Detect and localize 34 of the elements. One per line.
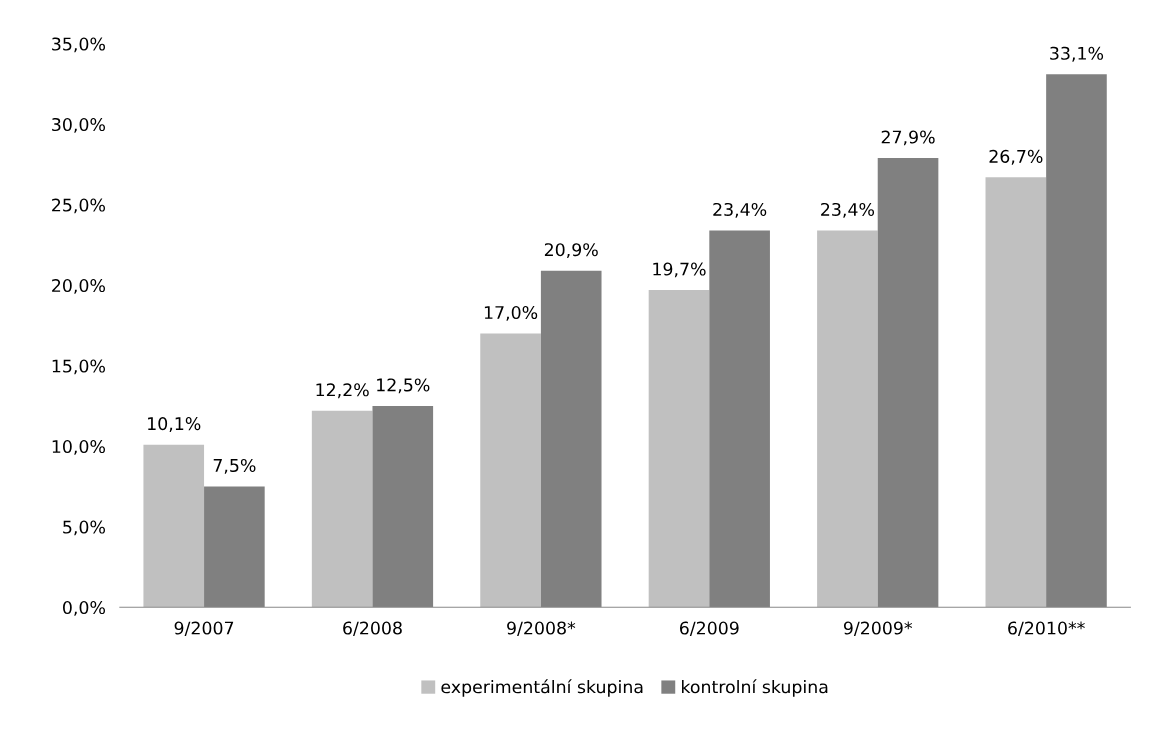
x-tick-label: 9/2008*: [507, 621, 576, 636]
x-tick-label: 9/2007: [174, 621, 234, 636]
y-tick-label: 35,0%: [52, 37, 105, 53]
data-label: 19,7%: [653, 262, 706, 278]
x-tick-label: 6/2010**: [1008, 621, 1085, 636]
bar: [648, 290, 710, 608]
data-label: 33,1%: [1050, 46, 1104, 62]
data-label: 23,4%: [713, 202, 767, 218]
data-label: 27,9%: [881, 130, 935, 146]
data-label: 10,1%: [148, 417, 201, 432]
data-label: 20,9%: [544, 243, 598, 259]
bar: [985, 177, 1047, 608]
bar: [311, 410, 373, 608]
x-tick-label: 6/2008: [343, 621, 402, 636]
data-label: 7,5%: [213, 458, 256, 474]
y-tick-label: 25,0%: [52, 198, 105, 214]
bar: [817, 230, 878, 608]
bar: [143, 444, 205, 608]
y-tick-label: 10,0%: [52, 439, 105, 455]
data-label: 26,7%: [989, 149, 1043, 165]
bar: [480, 333, 541, 608]
y-tick-label: 0,0%: [63, 600, 105, 616]
y-tick-label: 15,0%: [52, 359, 105, 375]
data-label: 17,0%: [484, 305, 538, 321]
x-tick-label: 9/2009*: [843, 621, 913, 636]
legend-label: experimentální skupina: [441, 679, 643, 697]
y-tick-label: 20,0%: [52, 278, 105, 294]
x-tick-label: 6/2009: [679, 621, 739, 636]
y-tick-label: 5,0%: [63, 520, 105, 536]
data-label: 23,4%: [821, 202, 875, 218]
data-label: 12,5%: [377, 378, 430, 394]
data-label: 12,2%: [316, 383, 369, 399]
y-tick-label: 30,0%: [52, 117, 105, 133]
legend-label: kontrolní skupina: [682, 679, 828, 697]
